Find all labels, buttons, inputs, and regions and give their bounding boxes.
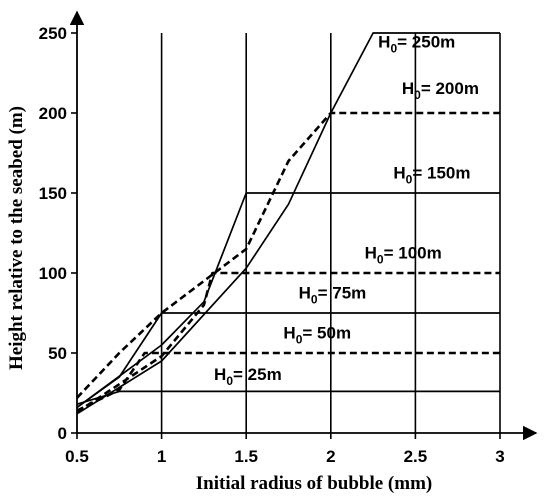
- y-tick-label-150: 150: [39, 184, 67, 203]
- x-tick-label-1: 1: [157, 447, 166, 466]
- tick-labels: 0.5 1 1.5 2 2.5 3 0 50 100 150 200 250: [39, 24, 505, 466]
- series-line-h0-250m: [76, 32, 500, 415]
- series-line-h0-150m: [76, 192, 500, 409]
- y-tick-label-200: 200: [39, 104, 67, 123]
- series-line-h0-25m: [76, 390, 500, 406]
- series-layer: [76, 32, 500, 415]
- x-tick-label-2.5: 2.5: [404, 447, 428, 466]
- series-label-h0-25m: H0= 25m: [214, 365, 282, 388]
- series-label-h0-50m: H0= 50m: [283, 324, 351, 347]
- grid-lines: [160, 33, 501, 433]
- x-axis-label: Initial radius of bubble (mm): [196, 473, 432, 494]
- y-tick-label-50: 50: [48, 344, 67, 363]
- series-annotations: H0= 250m H0= 200m H0= 150m H0= 100m H0= 75m H…: [214, 32, 479, 388]
- series-label-h0-250m: H0= 250m: [378, 32, 455, 55]
- y-axis-label: Height relative to the seabed (m): [6, 106, 27, 370]
- series-label-h0-200m: H0= 200m: [402, 79, 479, 102]
- y-tick-label-0: 0: [58, 424, 67, 443]
- series-label-h0-150m: H0= 150m: [393, 164, 470, 187]
- y-tick-label-250: 250: [39, 24, 67, 43]
- x-tick-label-2: 2: [326, 447, 335, 466]
- axes: [69, 10, 538, 441]
- series-label-h0-100m: H0= 100m: [365, 244, 442, 267]
- x-tick-label-3: 3: [495, 447, 504, 466]
- y-tick-label-100: 100: [39, 264, 67, 283]
- series-label-h0-75m: H0= 75m: [299, 284, 367, 307]
- x-tick-label-0.5: 0.5: [65, 447, 89, 466]
- x-tick-label-1.5: 1.5: [234, 447, 258, 466]
- series-line-h0-100m: [76, 271, 500, 414]
